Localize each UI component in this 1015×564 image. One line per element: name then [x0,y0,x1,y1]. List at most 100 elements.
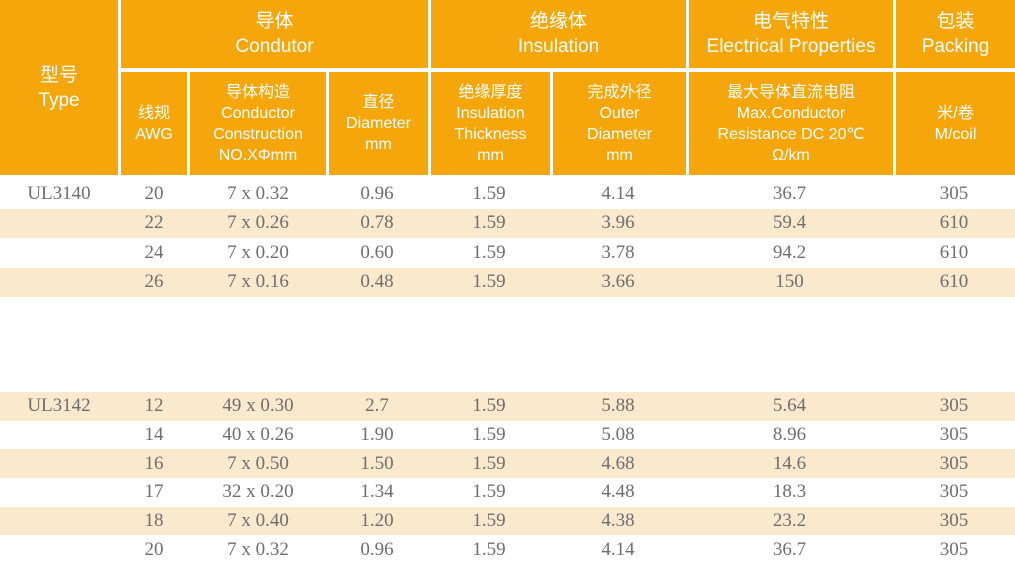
cell-packing: 305 [939,538,969,560]
table-header: 型号 Type 导体 Condutor 线规 AWG 导体构造 Conducto… [0,0,1015,175]
cell-diameter: 0.48 [360,271,394,293]
cell-outer: 5.08 [601,424,635,446]
header-group-conductor: 导体 Condutor 线规 AWG 导体构造 Conductor Constr… [121,0,428,175]
cell-thickness: 1.59 [472,481,506,503]
header-cell-awg: 线规 AWG [121,72,187,175]
cell-thickness: 1.59 [472,424,506,446]
cell-awg: 18 [144,510,164,532]
cell-type [0,507,118,536]
cell-thickness: 1.59 [472,271,506,293]
table-row: 18 7 x 0.40 1.20 1.59 4.38 23.2 305 [0,506,1015,536]
cell-awg: 20 [144,182,164,204]
cell-type [0,421,118,450]
block-spacer [0,297,1015,392]
cell-construction: 7 x 0.16 [227,271,289,293]
cell-packing: 610 [939,212,969,234]
cell-awg: 17 [144,481,164,503]
cell-construction: 40 x 0.26 [222,424,294,446]
cell-construction: 49 x 0.30 [222,395,294,417]
cell-type [0,268,118,298]
header-cell-m-coil: 米/卷 M/coil [896,72,1015,175]
cell-thickness: 1.59 [472,182,506,204]
cell-resistance: 36.7 [772,182,807,204]
header-cell-construction: 导体构造 Conductor Construction NO.XΦmm [190,72,326,175]
cell-type [0,209,118,239]
subheader-row-electrical: 最大导体直流电阻 Max.Conductor Resistance DC 20℃… [689,72,893,175]
cell-outer: 3.66 [601,271,635,293]
cell-packing: 305 [939,182,969,204]
cell-construction: 7 x 0.50 [227,452,289,474]
ul3140-block: UL3140 20 7 x 0.32 0.96 1.59 4.14 36.7 3… [0,179,1015,297]
cell-type: UL3142 [27,395,91,417]
subheader-row-packing: 米/卷 M/coil [896,72,1015,175]
table-row: 14 40 x 0.26 1.90 1.59 5.08 8.96 305 [0,420,1015,450]
cell-resistance: 5.64 [772,395,807,417]
header-cell-type: 型号 Type [0,0,118,175]
table-row: 20 7 x 0.32 0.96 1.59 4.14 36.7 305 [0,535,1015,564]
cell-awg: 12 [144,395,164,417]
subheader-row-conductor: 线规 AWG 导体构造 Conductor Construction NO.XΦ… [121,72,428,175]
table-body: UL3140 20 7 x 0.32 0.96 1.59 4.14 36.7 3… [0,179,1015,564]
cell-diameter: 0.96 [360,182,394,204]
cell-type [0,478,118,507]
table-row: UL3140 20 7 x 0.32 0.96 1.59 4.14 36.7 3… [0,179,1015,209]
group-title-insulation: 绝缘体 Insulation [431,0,686,68]
cell-resistance: 59.4 [772,212,807,234]
table-row: 16 7 x 0.50 1.50 1.59 4.68 14.6 305 [0,449,1015,479]
group-title-electrical: 电气特性 Electrical Properties [689,0,893,68]
table-row: 24 7 x 0.20 0.60 1.59 3.78 94.2 610 [0,238,1015,268]
header-cell-insulation-thickness: 绝缘厚度 Insulation Thickness mm [431,72,550,175]
group-title-packing: 包装 Packing [896,0,1015,68]
cell-diameter: 0.78 [360,212,394,234]
ul3142-block: UL3142 12 49 x 0.30 2.7 1.59 5.88 5.64 3… [0,392,1015,564]
cell-thickness: 1.59 [472,510,506,532]
cell-construction: 7 x 0.20 [227,241,289,263]
cell-diameter: 0.60 [360,241,394,263]
cell-packing: 305 [939,424,969,446]
cell-packing: 305 [939,452,969,474]
header-group-packing: 包装 Packing 米/卷 M/coil [896,0,1015,175]
header-cell-diameter: 直径 Diameter mm [329,72,428,175]
cell-diameter: 2.7 [365,395,389,417]
cell-outer: 5.88 [601,395,635,417]
cell-thickness: 1.59 [472,395,506,417]
cell-outer: 4.48 [601,481,635,503]
cell-packing: 305 [939,510,969,532]
group-title-conductor: 导体 Condutor [121,0,428,68]
table-row: UL3142 12 49 x 0.30 2.7 1.59 5.88 5.64 3… [0,392,1015,421]
cell-awg: 24 [144,241,164,263]
table-row: 17 32 x 0.20 1.34 1.59 4.48 18.3 305 [0,478,1015,507]
cell-diameter: 1.34 [360,481,394,503]
cell-type [0,238,118,268]
header-group-insulation: 绝缘体 Insulation 绝缘厚度 Insulation Thickness… [431,0,686,175]
cell-construction: 7 x 0.26 [227,212,289,234]
cell-awg: 16 [144,452,164,474]
cell-construction: 32 x 0.20 [222,481,294,503]
cell-awg: 22 [144,212,164,234]
cell-thickness: 1.59 [472,538,506,560]
cell-thickness: 1.59 [472,452,506,474]
cell-outer: 4.14 [601,182,635,204]
cell-resistance: 94.2 [772,241,807,263]
cell-type [0,449,118,478]
cell-type: UL3140 [27,182,91,204]
cell-outer: 3.96 [601,212,635,234]
cell-resistance: 150 [775,271,804,293]
cell-packing: 305 [939,395,969,417]
table-row: 22 7 x 0.26 0.78 1.59 3.96 59.4 610 [0,208,1015,239]
cell-packing: 305 [939,481,969,503]
cell-diameter: 1.20 [360,510,394,532]
cell-resistance: 23.2 [772,510,807,532]
cell-diameter: 0.96 [360,538,394,560]
cell-awg: 20 [144,538,164,560]
cell-resistance: 36.7 [772,538,807,560]
cell-outer: 3.78 [601,241,635,263]
cell-resistance: 18.3 [772,481,807,503]
cell-construction: 7 x 0.32 [227,182,289,204]
cell-packing: 610 [939,271,969,293]
cell-resistance: 8.96 [772,424,807,446]
header-cell-max-resistance: 最大导体直流电阻 Max.Conductor Resistance DC 20℃… [689,72,893,175]
cell-diameter: 1.90 [360,424,394,446]
cell-awg: 26 [144,271,164,293]
cell-thickness: 1.59 [472,212,506,234]
